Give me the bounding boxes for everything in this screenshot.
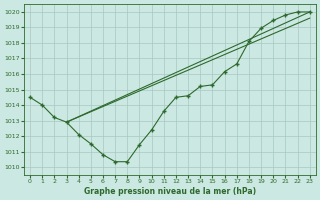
X-axis label: Graphe pression niveau de la mer (hPa): Graphe pression niveau de la mer (hPa) (84, 187, 256, 196)
